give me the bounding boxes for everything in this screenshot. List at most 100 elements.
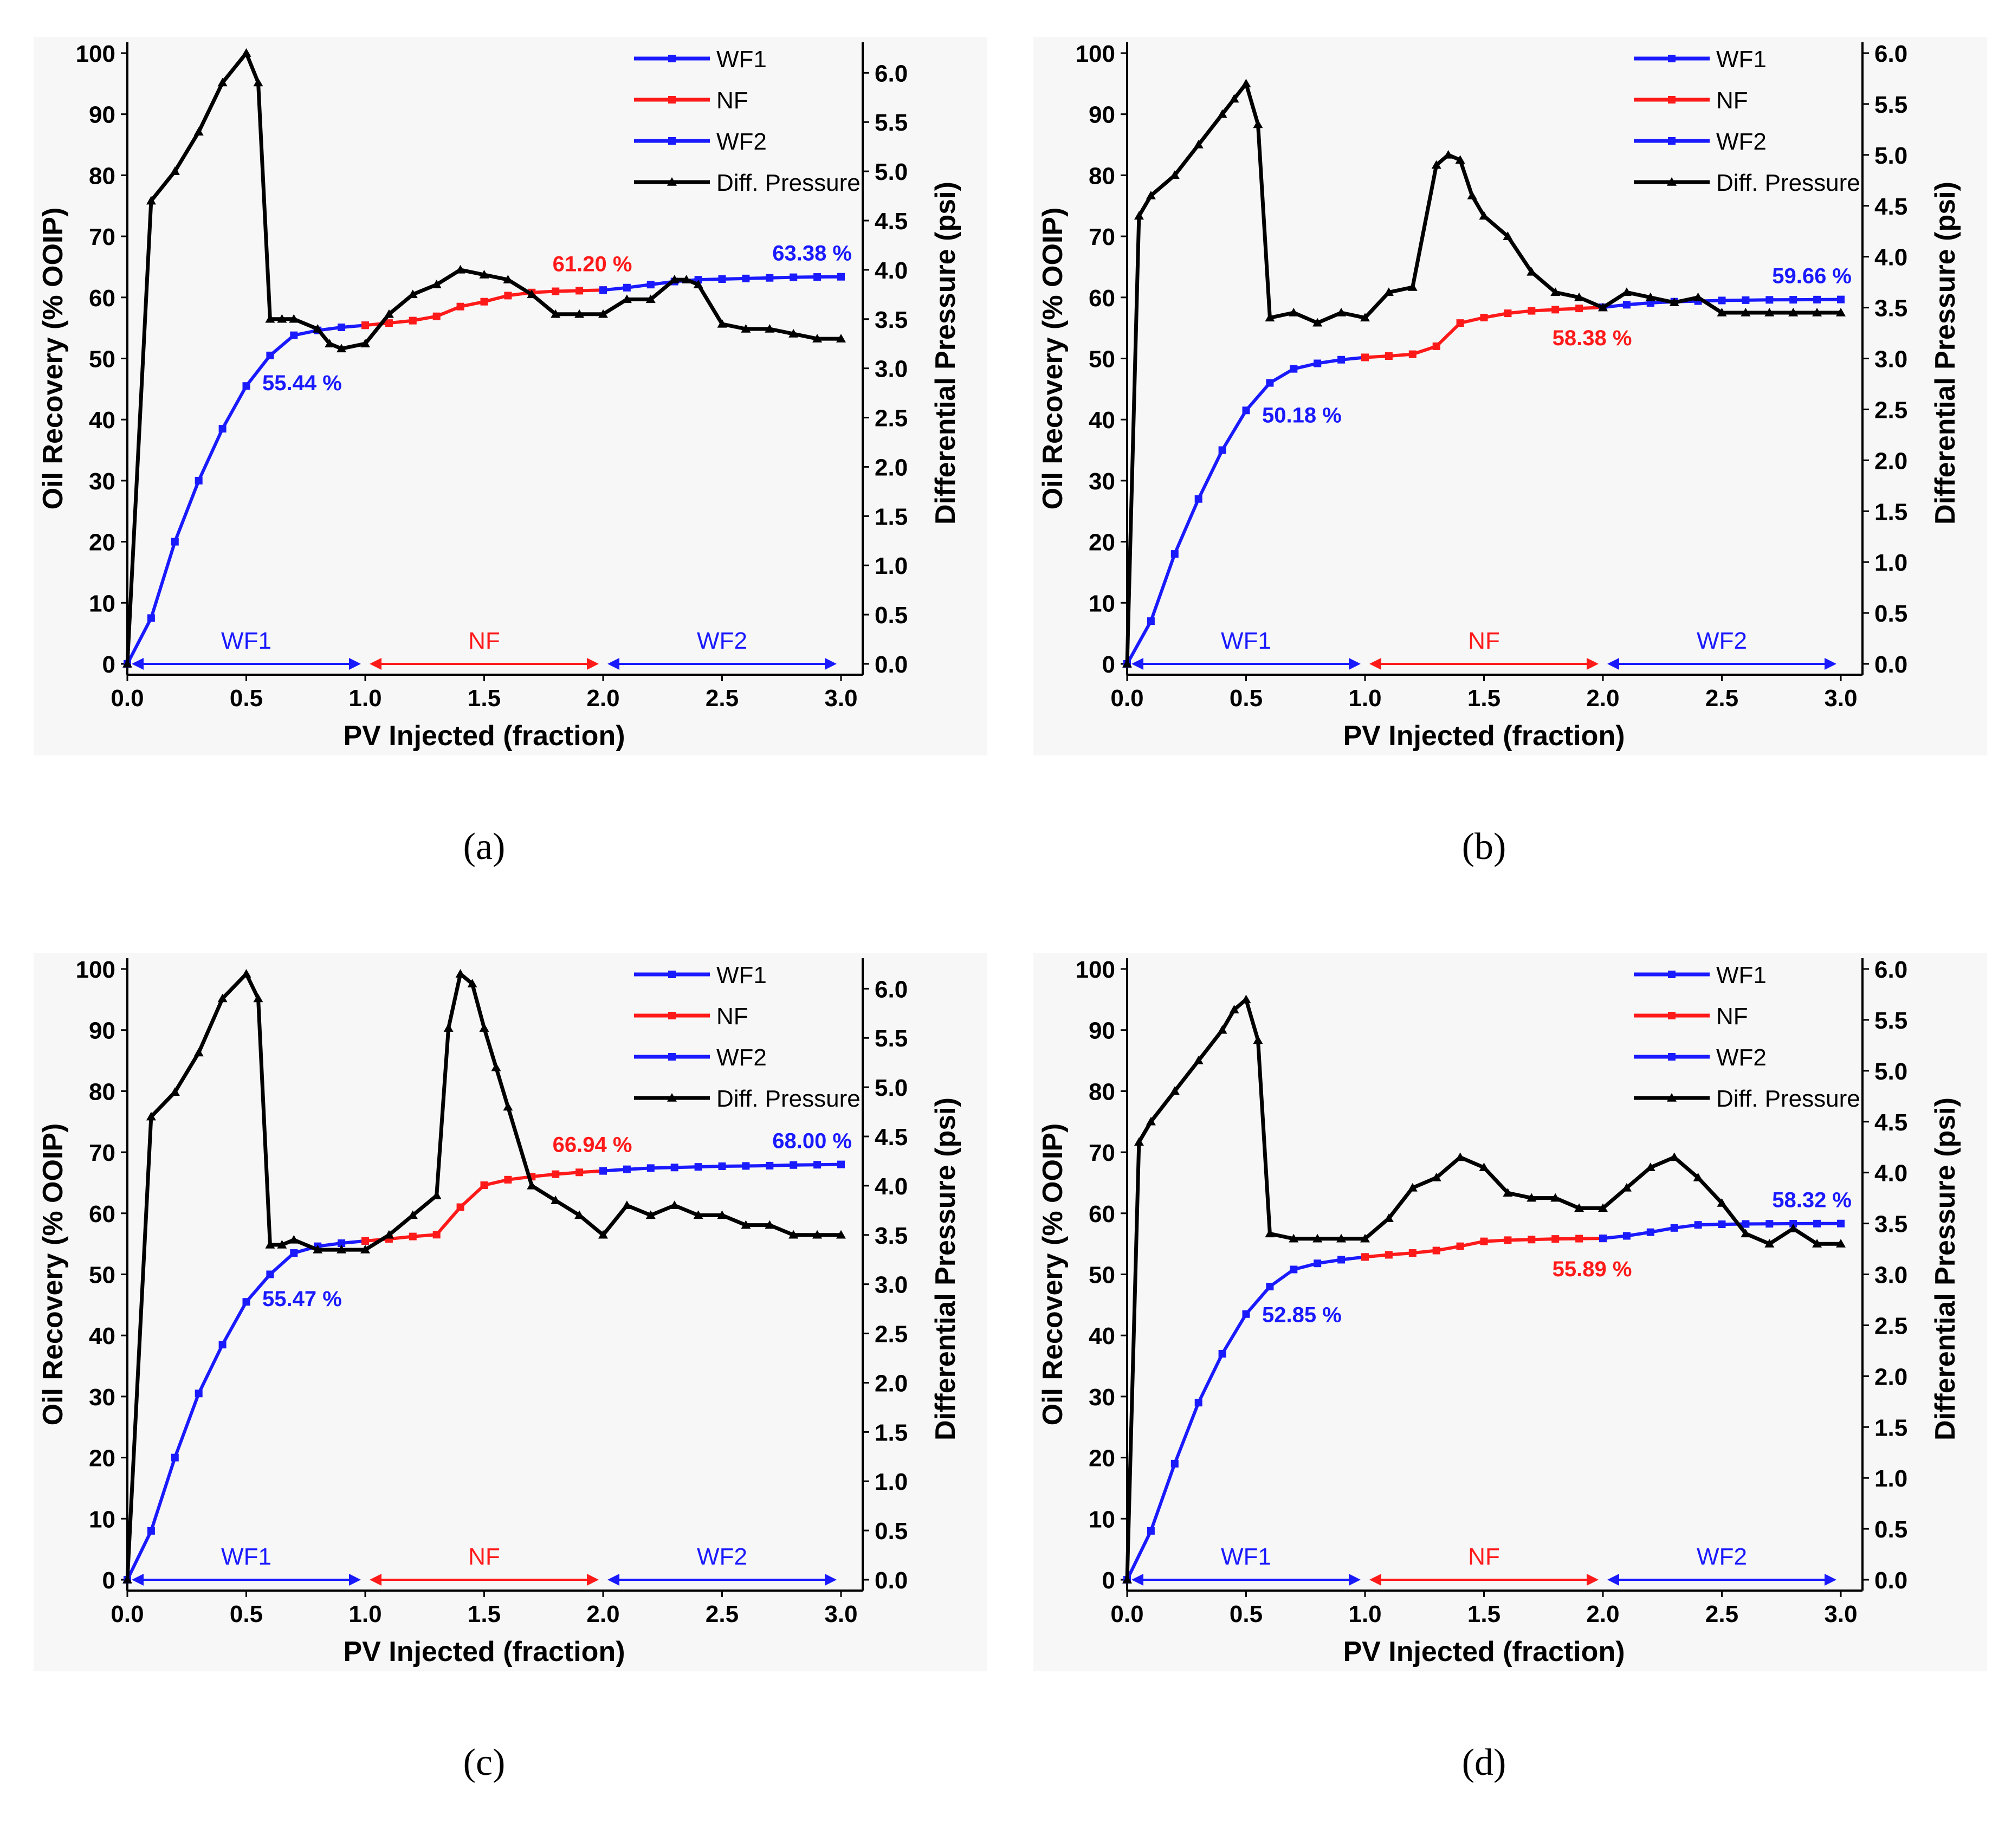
series-wf1-point	[290, 331, 298, 339]
legend-label: NF	[716, 87, 748, 114]
series-diff-pressure-point	[1134, 1137, 1144, 1146]
series-diff-pressure-point	[337, 344, 347, 353]
series-nf-point	[575, 1168, 584, 1177]
series-diff-pressure-point	[431, 280, 442, 288]
series-wf2-point	[1765, 1220, 1774, 1228]
series-diff-pressure-point	[1621, 1183, 1632, 1192]
series-wf2-point	[599, 286, 607, 294]
y-tick-label: 60	[89, 285, 115, 312]
y-tick-label: 90	[89, 102, 115, 128]
legend-label: WF2	[1716, 128, 1767, 155]
legend-label: Diff. Pressure	[1716, 170, 1860, 196]
series-diff-pressure-point	[1741, 307, 1751, 316]
series-wf2-point	[1694, 1221, 1702, 1229]
series-wf2-point	[790, 273, 798, 281]
y2-tick-label: 2.5	[1874, 1313, 1907, 1339]
legend-label: WF2	[716, 1044, 767, 1071]
series-diff-pressure-point	[574, 1210, 585, 1219]
series-wf1-point	[1194, 1399, 1202, 1407]
series-diff-pressure-point	[253, 77, 263, 87]
series-diff-pressure-point	[812, 1230, 823, 1239]
data-label: 61.20 %	[553, 252, 632, 276]
legend-marker	[667, 1093, 677, 1102]
series-wf1-point	[195, 476, 203, 484]
y-tick-label: 10	[1089, 590, 1115, 617]
y2-tick-label: 0.5	[875, 602, 908, 629]
series-diff-pressure-point	[741, 1220, 751, 1229]
series-nf-point	[1528, 307, 1536, 315]
series-diff-pressure-point	[1764, 307, 1775, 316]
series-diff-pressure-point	[717, 319, 727, 328]
y2-tick-label: 2.5	[1874, 397, 1907, 423]
phase-arrow-nf-head-right	[1587, 658, 1599, 670]
phase-arrow-wf2-head-left	[1607, 658, 1619, 670]
phase-arrow-wf2-head-right	[825, 658, 837, 670]
data-label: 50.18 %	[1262, 403, 1342, 427]
y-tick-label: 80	[1089, 1078, 1115, 1105]
series-wf2-point	[742, 1162, 750, 1170]
panel-caption: (c)	[463, 1742, 506, 1784]
y2-tick-label: 5.0	[875, 159, 908, 185]
series-wf1-point	[1147, 1527, 1155, 1535]
x-tick-label: 1.5	[468, 1601, 501, 1627]
legend-label: Diff. Pressure	[1716, 1085, 1860, 1112]
series-wf1-point	[171, 1453, 179, 1462]
phase-arrow-wf1-head-left	[1131, 658, 1143, 670]
legend-label: NF	[1716, 87, 1748, 114]
series-nf-point	[1504, 309, 1512, 318]
series-wf2-point	[1622, 301, 1631, 309]
series-wf1-point	[242, 382, 250, 390]
series-nf-point	[409, 1232, 417, 1240]
series-diff-pressure-point	[1360, 313, 1370, 322]
y-tick-label: 80	[1089, 163, 1115, 189]
series-wf2-point	[766, 1161, 774, 1169]
series-diff-pressure-point	[325, 339, 335, 347]
series-diff-pressure-point	[360, 339, 370, 347]
series-wf2-point	[599, 1167, 607, 1175]
series-wf1-point	[1337, 1256, 1346, 1264]
x-tick-label: 2.0	[586, 685, 619, 712]
series-wf2-point	[1670, 1224, 1678, 1232]
phase-arrow-wf1-head-right	[349, 658, 361, 670]
series-nf-point	[1432, 342, 1440, 350]
y2-tick-label: 5.0	[1874, 143, 1907, 169]
series-wf2-point	[623, 1165, 631, 1173]
series-diff-pressure-point	[479, 1023, 489, 1032]
series-nf-point	[1504, 1236, 1512, 1244]
legend-label: Diff. Pressure	[716, 1085, 861, 1112]
series-diff-pressure-point	[1527, 267, 1537, 276]
series-wf2-point	[646, 1164, 655, 1172]
series-diff-pressure-point	[1289, 307, 1299, 316]
series-diff-pressure-point	[491, 1062, 501, 1071]
series-diff-pressure-point	[122, 1575, 132, 1584]
series-diff-pressure-point	[669, 275, 680, 283]
x-tick-label: 1.0	[1348, 685, 1381, 712]
x-axis-title: PV Injected (fraction)	[1343, 1636, 1625, 1668]
series-diff-pressure-point	[170, 166, 180, 175]
legend-marker	[1668, 55, 1676, 62]
y2-tick-label: 1.5	[875, 1419, 908, 1446]
y2-tick-label: 6.0	[1874, 41, 1907, 67]
phase-arrow-wf1-head-right	[349, 1574, 361, 1586]
x-tick-label: 0.5	[1230, 1601, 1263, 1627]
series-diff-pressure-point	[455, 264, 465, 274]
series-wf1-point	[338, 1239, 346, 1248]
x-tick-label: 2.5	[706, 1601, 739, 1627]
y2-tick-label: 1.5	[1874, 499, 1907, 525]
phase-label-wf2: WF2	[697, 1543, 747, 1570]
series-diff-pressure-point	[1407, 282, 1418, 291]
series-nf-point	[361, 321, 369, 329]
data-label: 52.85 %	[1262, 1303, 1342, 1327]
series-wf2-point	[670, 1164, 678, 1172]
y2-tick-label: 0.0	[1874, 651, 1907, 678]
series-diff-pressure-point	[1669, 298, 1679, 306]
series-wf1-point	[1218, 1350, 1226, 1358]
series-diff-pressure-point	[313, 1245, 323, 1253]
series-wf2-point	[694, 1163, 702, 1171]
series-diff-pressure-point	[1503, 231, 1513, 240]
series-wf2-point	[813, 1161, 822, 1169]
series-diff-pressure-point	[1574, 1203, 1584, 1212]
series-wf1-point	[1242, 406, 1250, 415]
x-tick-label: 3.0	[824, 1601, 857, 1627]
series-diff-pressure-point	[1455, 155, 1465, 164]
